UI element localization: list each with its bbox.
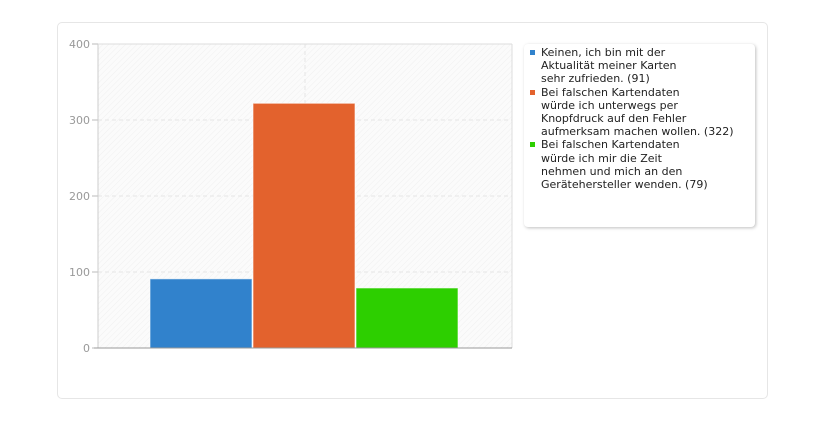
y-tick-label: 200 <box>69 190 90 203</box>
legend: Keinen, ich bin mit der Aktualität meine… <box>524 44 755 227</box>
legend-item[interactable]: Bei falschen Kartendaten würde ich mir d… <box>530 138 749 191</box>
legend-label: Bei falschen Kartendaten würde ich unter… <box>541 85 734 139</box>
legend-swatch <box>530 50 535 55</box>
legend-item[interactable]: Bei falschen Kartendaten würde ich unter… <box>530 86 749 139</box>
y-tick-label: 300 <box>69 114 90 127</box>
legend-label: Keinen, ich bin mit der Aktualität meine… <box>541 46 677 86</box>
y-tick-label: 0 <box>83 342 90 355</box>
legend-item[interactable]: Keinen, ich bin mit der Aktualität meine… <box>530 46 749 86</box>
y-tick-label: 400 <box>69 38 90 51</box>
bar <box>252 102 356 349</box>
y-tick-label: 100 <box>69 266 90 279</box>
legend-label: Bei falschen Kartendaten würde ich mir d… <box>541 138 708 192</box>
bar <box>355 287 459 349</box>
bar <box>149 278 253 349</box>
legend-swatch <box>530 142 535 148</box>
legend-swatch <box>530 89 535 95</box>
